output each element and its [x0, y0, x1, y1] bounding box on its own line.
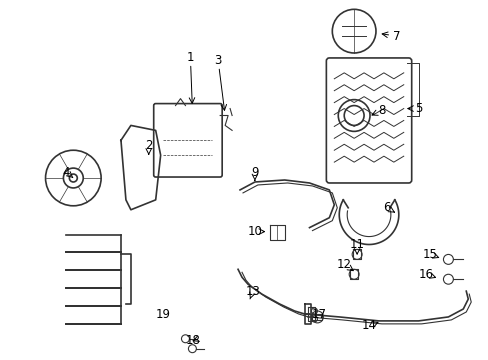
- Text: 3: 3: [214, 54, 222, 67]
- Text: 17: 17: [311, 309, 326, 321]
- Text: 15: 15: [422, 248, 437, 261]
- Text: 13: 13: [245, 285, 260, 298]
- Text: 18: 18: [185, 334, 201, 347]
- Text: 8: 8: [378, 104, 385, 117]
- Text: 5: 5: [414, 102, 422, 115]
- Text: 4: 4: [62, 166, 70, 179]
- Text: 11: 11: [349, 238, 364, 251]
- Text: 6: 6: [383, 201, 390, 214]
- Text: 10: 10: [247, 225, 262, 238]
- Text: 16: 16: [418, 268, 433, 281]
- Text: 9: 9: [251, 166, 258, 179]
- Text: 19: 19: [156, 309, 171, 321]
- Text: 14: 14: [361, 319, 376, 332]
- Text: 1: 1: [186, 51, 194, 64]
- Text: 7: 7: [392, 30, 400, 42]
- Text: 2: 2: [145, 139, 152, 152]
- Text: 12: 12: [336, 258, 351, 271]
